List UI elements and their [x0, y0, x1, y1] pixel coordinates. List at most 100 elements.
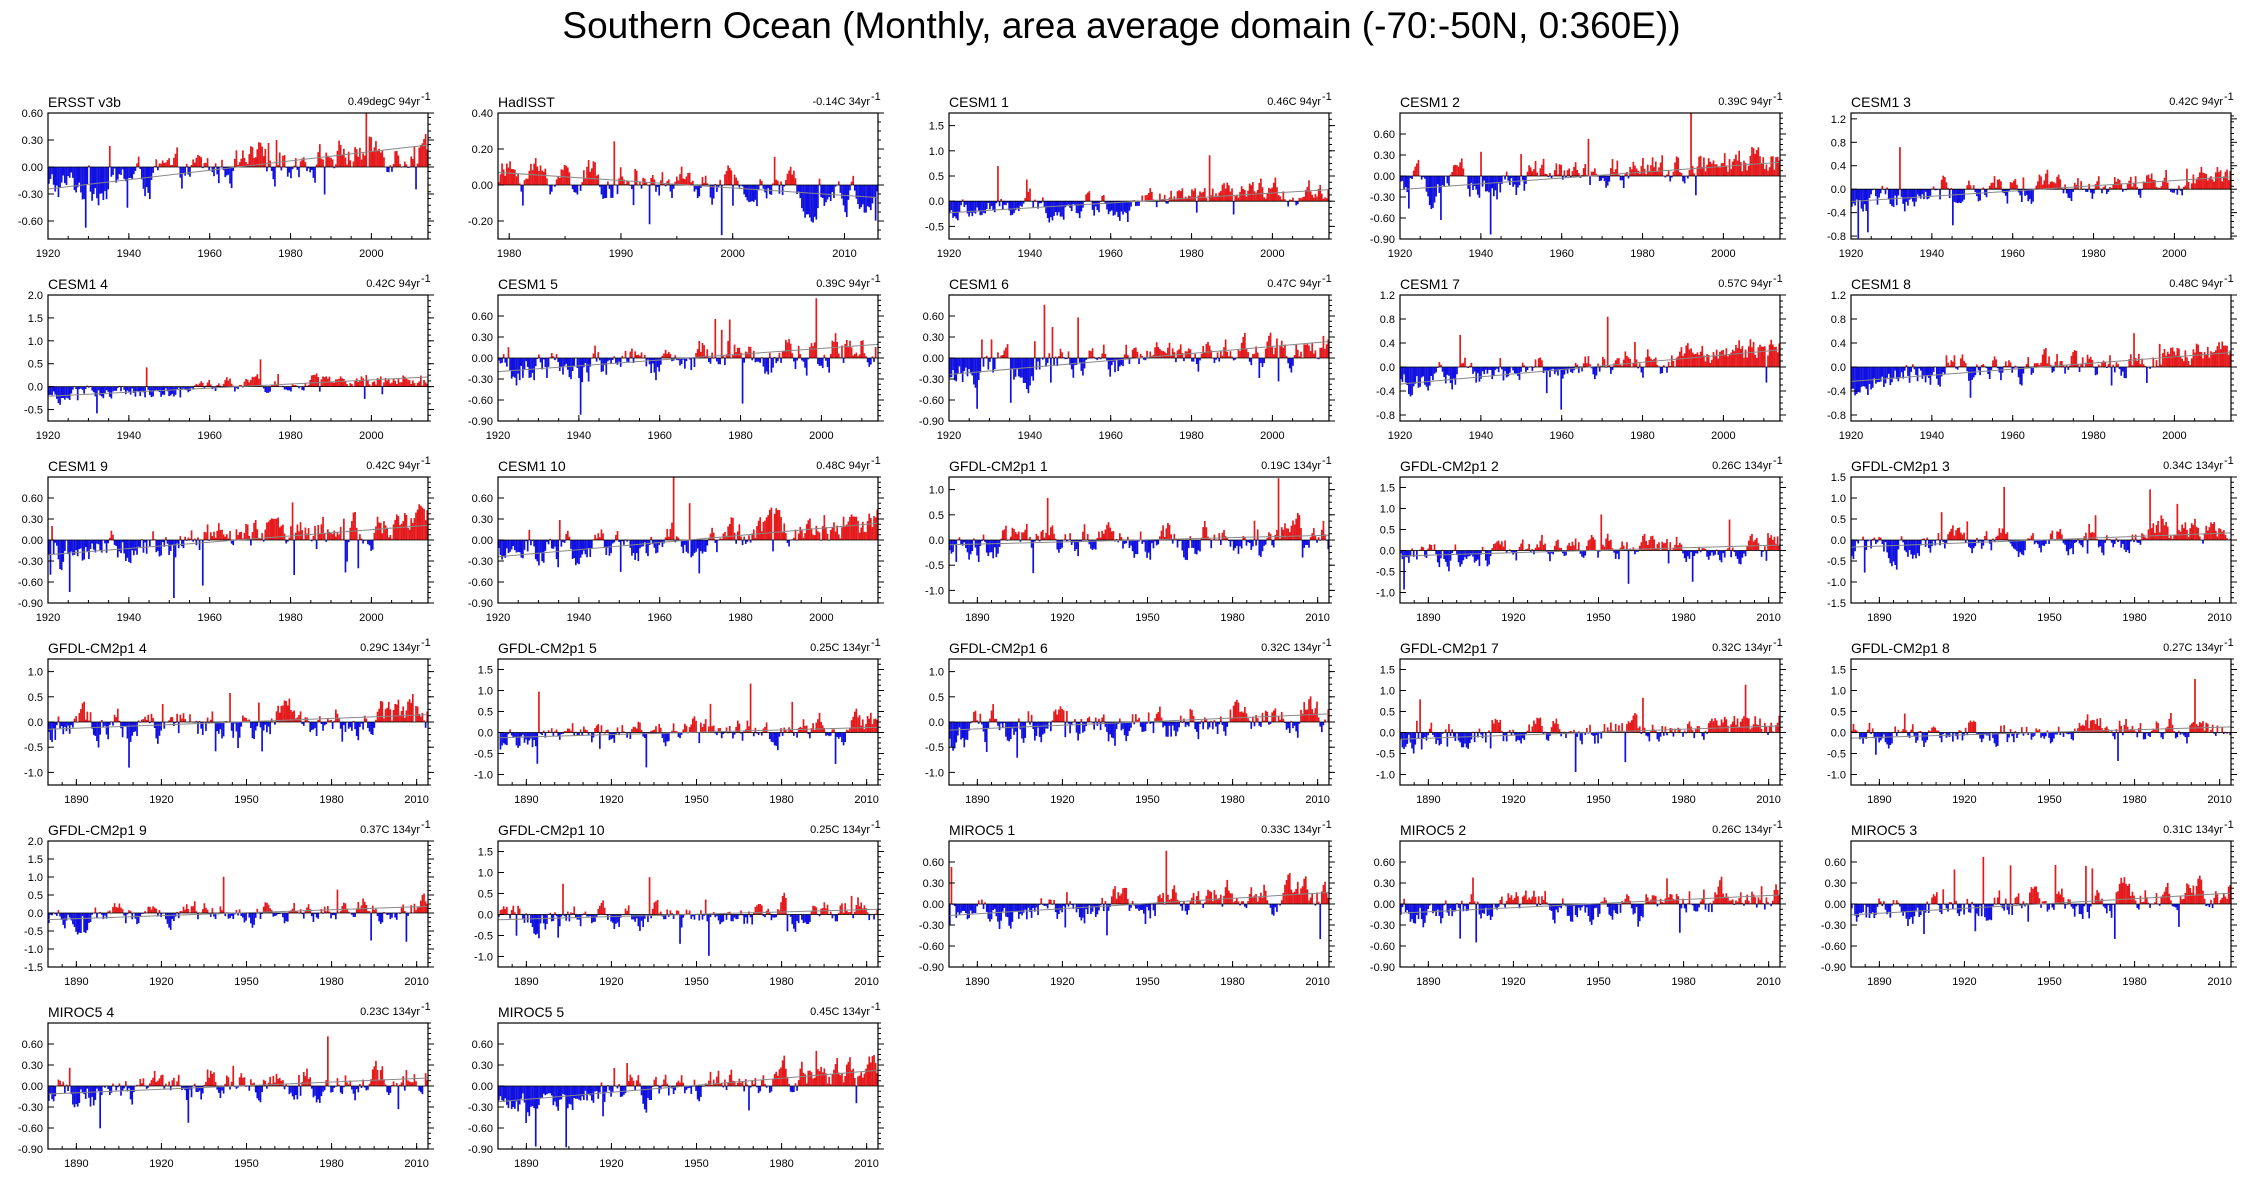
bar — [1280, 199, 1283, 202]
bar — [517, 358, 519, 374]
bar — [205, 385, 207, 387]
bar — [1977, 540, 1980, 544]
bar — [278, 152, 281, 167]
bar — [1236, 194, 1238, 202]
bar — [549, 185, 552, 195]
bar — [264, 529, 267, 540]
bar — [1871, 189, 1874, 191]
bar — [1082, 531, 1084, 540]
bar — [275, 384, 278, 387]
bar — [267, 386, 270, 393]
bar — [2152, 523, 2155, 540]
bar — [1929, 189, 1932, 196]
bar — [1614, 169, 1617, 176]
bar — [1982, 187, 1985, 190]
bar — [1202, 527, 1205, 540]
bar — [1250, 185, 1253, 202]
bar — [1456, 367, 1458, 375]
trend-superscript: -1 — [871, 273, 881, 285]
bar — [1032, 540, 1035, 574]
bar — [611, 540, 614, 544]
y-tick-label: 0.0 — [1831, 184, 1846, 196]
bar — [160, 722, 162, 731]
bar — [1258, 358, 1261, 378]
bar — [785, 533, 787, 540]
bar — [852, 516, 855, 540]
bar — [2049, 181, 2052, 190]
bar — [2004, 533, 2007, 540]
bar — [1857, 189, 1860, 239]
bar — [1441, 367, 1444, 372]
bar — [1481, 546, 1484, 551]
trend-superscript: -1 — [871, 455, 881, 467]
bar — [659, 180, 662, 185]
bar — [1112, 531, 1115, 540]
x-tick-label: 1920 — [937, 430, 961, 442]
bar — [1131, 349, 1134, 358]
bar — [2016, 540, 2018, 552]
bar — [121, 722, 124, 738]
bar — [842, 358, 845, 363]
bar — [571, 540, 574, 559]
bar — [969, 540, 972, 555]
bar — [1239, 351, 1241, 358]
bar — [565, 165, 568, 185]
y-tick-label: -0.5 — [1376, 567, 1395, 579]
bar — [2086, 354, 2089, 367]
y-tick-label: 0.60 — [923, 311, 944, 323]
bar — [208, 722, 211, 724]
x-tick-label: 2010 — [1305, 612, 1329, 624]
bar — [341, 154, 344, 167]
bar — [389, 165, 392, 167]
bar — [2182, 361, 2185, 367]
bar — [424, 520, 427, 540]
plot-frame — [1850, 294, 2232, 422]
bar — [669, 353, 672, 358]
bar — [1513, 550, 1516, 554]
bar — [985, 540, 988, 553]
bar — [1016, 358, 1019, 370]
bar — [2168, 353, 2171, 367]
bar — [2157, 365, 2159, 367]
bar — [1443, 176, 1445, 187]
bar — [1001, 354, 1004, 358]
bar — [973, 358, 975, 385]
bar — [1184, 540, 1187, 560]
x-tick-label: 1960 — [647, 612, 671, 624]
bar — [258, 378, 260, 387]
bar — [1253, 520, 1256, 540]
bar — [304, 383, 307, 387]
bar — [1484, 550, 1487, 561]
bar — [1134, 201, 1137, 207]
bar — [86, 540, 89, 552]
bar — [632, 185, 635, 206]
bar — [312, 535, 315, 540]
bar — [1014, 532, 1017, 540]
bar — [2110, 188, 2113, 190]
bar — [498, 540, 500, 549]
bar — [611, 358, 614, 360]
bar — [233, 722, 236, 724]
bar — [568, 358, 571, 378]
bar — [407, 379, 409, 387]
bar — [1109, 358, 1112, 377]
bar — [770, 185, 773, 195]
bar — [2219, 349, 2222, 367]
bar — [347, 151, 350, 167]
bar — [1123, 201, 1126, 212]
bar — [677, 180, 680, 185]
bar — [1221, 355, 1224, 358]
bar — [419, 144, 422, 167]
bar — [1475, 176, 1478, 190]
bar — [1412, 170, 1415, 176]
bar — [865, 532, 867, 540]
bar — [1448, 367, 1450, 376]
bar — [594, 534, 596, 540]
bar — [1875, 189, 1877, 197]
bar — [826, 533, 829, 540]
bar — [1109, 201, 1112, 212]
bar — [2000, 367, 2002, 381]
bar — [158, 722, 161, 736]
bar — [1661, 367, 1664, 373]
